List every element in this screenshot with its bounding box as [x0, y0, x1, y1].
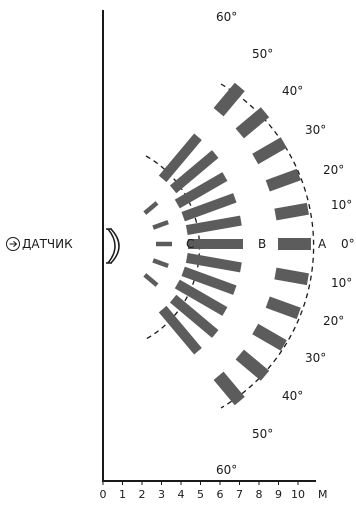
- distance-tick-label-0: 0: [100, 488, 107, 501]
- distance-tick-label-6: 6: [217, 488, 224, 501]
- beam-segment--50-band-2: [213, 82, 245, 117]
- angle-label-30-lower: 30°: [305, 351, 326, 365]
- distance-tick-label-2: 2: [139, 488, 146, 501]
- beam-segments: [143, 82, 311, 406]
- zone-label-a: A: [318, 237, 327, 251]
- sensor-label: ДАТЧИК: [22, 237, 73, 251]
- sensor-label-group: ДАТЧИК: [6, 237, 73, 251]
- beam-segment--40-band-1: [169, 150, 219, 194]
- beam-segment-30-band-2: [252, 323, 287, 351]
- beam-segment-50-band-1: [158, 305, 202, 355]
- beam-segment-30-band-1: [174, 279, 228, 316]
- beam-segment-40-band-2: [235, 349, 270, 381]
- beam-segment-0-band-2: [278, 238, 311, 250]
- angle-label-60-lower: 60°: [216, 463, 237, 477]
- beam-segment--40-band-0: [143, 201, 159, 215]
- distance-tick-label-7: 7: [236, 488, 243, 501]
- angle-label-50-upper: 50°: [252, 47, 273, 61]
- beam-segment--20-band-1: [181, 193, 237, 222]
- beam-segment-0-band-0: [156, 241, 172, 247]
- angle-label-20-lower: 20°: [323, 314, 344, 328]
- beam-segment-20-band-2: [265, 296, 301, 320]
- distance-tick-label-10: 10: [291, 488, 305, 501]
- distance-tick-label-1: 1: [119, 488, 126, 501]
- beam-segment--50-band-1: [158, 133, 202, 183]
- arrow-circle-icon: [6, 237, 20, 251]
- sensor-symbol: [106, 228, 120, 264]
- angle-label-40-lower: 40°: [282, 389, 303, 403]
- beam-segment-10-band-2: [274, 267, 309, 286]
- beam-segment-40-band-0: [143, 273, 159, 287]
- distance-axis-ticks: 0 1 2 3 4 5 6 7 8 9 10: [100, 481, 305, 501]
- beam-segment--10-band-2: [274, 202, 309, 221]
- angle-label-10-lower: 10°: [331, 276, 352, 290]
- beam-segment--20-band-2: [265, 168, 301, 192]
- distance-tick-label-4: 4: [178, 488, 185, 501]
- beam-segment-10-band-1: [185, 252, 242, 273]
- distance-unit-label: M: [318, 488, 328, 501]
- beam-segment--20-band-0: [152, 219, 169, 230]
- beam-segment--30-band-1: [174, 172, 228, 209]
- angle-label-40-upper: 40°: [282, 84, 303, 98]
- distance-tick-label-3: 3: [158, 488, 165, 501]
- angle-label-60-upper: 60°: [216, 10, 237, 24]
- beam-segment-0-band-1: [188, 239, 243, 249]
- angle-label-10-upper: 10°: [331, 198, 352, 212]
- distance-tick-label-8: 8: [256, 488, 263, 501]
- distance-tick-label-5: 5: [197, 488, 204, 501]
- zone-label-c: C: [186, 237, 194, 251]
- beam-segment-20-band-1: [181, 266, 237, 295]
- beam-segment--10-band-1: [185, 215, 242, 236]
- beam-segment-50-band-2: [213, 371, 245, 406]
- distance-tick-label-9: 9: [275, 488, 282, 501]
- beam-segment-20-band-0: [152, 258, 169, 269]
- zone-label-b: B: [258, 237, 266, 251]
- angle-label-0: 0°: [341, 237, 355, 251]
- angle-label-30-upper: 30°: [305, 123, 326, 137]
- beam-segment--40-band-2: [235, 107, 270, 139]
- angle-label-20-upper: 20°: [323, 163, 344, 177]
- angle-label-50-lower: 50°: [252, 427, 273, 441]
- beam-segment--30-band-2: [252, 137, 287, 165]
- beam-segment-40-band-1: [169, 294, 219, 338]
